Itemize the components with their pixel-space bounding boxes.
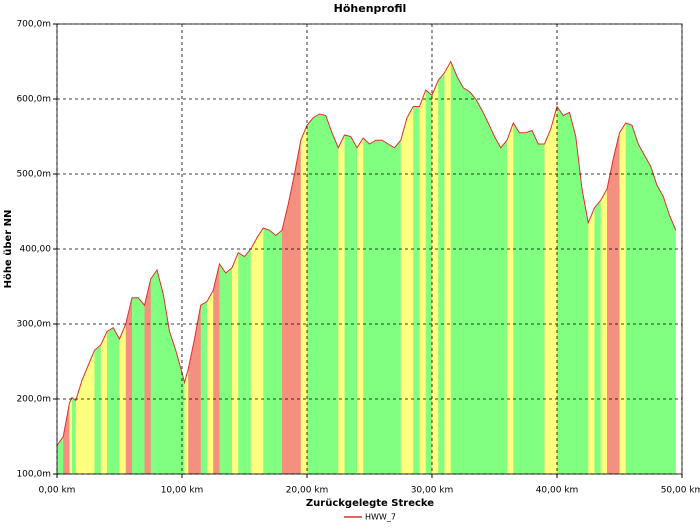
y-tick-label: 700,0m bbox=[16, 20, 51, 30]
y-tick-label: 500,0m bbox=[16, 170, 51, 180]
gradient-band bbox=[625, 61, 633, 474]
gradient-band bbox=[350, 61, 358, 474]
gradient-band bbox=[344, 61, 352, 474]
y-tick-label: 400,00 bbox=[20, 245, 52, 255]
gradient-band bbox=[619, 61, 627, 474]
gradient-band bbox=[544, 61, 552, 474]
y-tick-label: 600,0m bbox=[16, 95, 51, 105]
x-axis-label: Zurückgelegte Strecke bbox=[306, 498, 434, 509]
gradient-band bbox=[294, 61, 302, 474]
gradient-band bbox=[475, 61, 483, 474]
gradient-band bbox=[300, 61, 308, 474]
gradient-band bbox=[407, 61, 414, 474]
gradient-band bbox=[469, 61, 477, 474]
gradient-band bbox=[669, 61, 676, 474]
plot-border bbox=[56, 23, 683, 475]
x-tick-label: 30,00 km bbox=[411, 486, 454, 496]
gradient-band bbox=[482, 61, 489, 474]
gradient-band bbox=[244, 61, 252, 474]
gradient-band bbox=[557, 61, 564, 474]
gradient-band bbox=[632, 61, 639, 474]
gradient-band bbox=[394, 61, 402, 474]
gradient-band bbox=[375, 61, 383, 474]
gradient-band bbox=[663, 61, 670, 474]
x-tick-label: 50,00 km bbox=[661, 486, 700, 496]
gradient-band bbox=[463, 61, 470, 474]
gradient-band bbox=[288, 61, 295, 474]
gradient-band bbox=[382, 61, 389, 474]
gradient-band bbox=[413, 61, 420, 474]
y-axis-label: Höhe über NN bbox=[3, 210, 14, 289]
gradient-band bbox=[507, 61, 514, 474]
x-tick-label: 10,00 km bbox=[161, 486, 204, 496]
gradient-band bbox=[232, 61, 239, 474]
legend-label: HWW_7 bbox=[365, 513, 396, 522]
gradient-band bbox=[388, 61, 395, 474]
gradient-band bbox=[444, 61, 452, 474]
gradient-band bbox=[363, 61, 370, 474]
gradient-band bbox=[313, 61, 320, 474]
gradient-band bbox=[500, 61, 508, 474]
y-tick-label: 300,0m bbox=[16, 320, 51, 330]
x-tick-label: 20,00 km bbox=[286, 486, 329, 496]
gradient-band bbox=[519, 61, 527, 474]
gradient-band bbox=[400, 61, 408, 474]
gradient-band bbox=[644, 61, 652, 474]
gradient-band bbox=[369, 61, 377, 474]
gradient-band bbox=[332, 61, 339, 474]
gradient-band bbox=[263, 61, 270, 474]
x-tick-label: 40,00 km bbox=[536, 486, 579, 496]
gradient-band bbox=[532, 61, 539, 474]
gradient-band bbox=[338, 61, 345, 474]
gradient-band bbox=[275, 61, 283, 474]
gradient-band bbox=[582, 61, 589, 474]
gradient-band bbox=[525, 61, 533, 474]
gradient-band bbox=[607, 61, 614, 474]
gradient-band bbox=[419, 61, 427, 474]
gradient-band bbox=[488, 61, 495, 474]
y-tick-label: 200,0m bbox=[16, 395, 51, 405]
gradient-band bbox=[438, 61, 445, 474]
gradient-band bbox=[563, 61, 570, 474]
gradient-band bbox=[650, 61, 658, 474]
gradient-band bbox=[325, 61, 333, 474]
gradient-band bbox=[238, 61, 245, 474]
gradient-band bbox=[269, 61, 277, 474]
gradient-band bbox=[594, 61, 602, 474]
gradient-band bbox=[432, 61, 439, 474]
gradient-band bbox=[425, 61, 433, 474]
gradient-band bbox=[513, 61, 520, 474]
x-tick-label: 0,00 km bbox=[39, 486, 76, 496]
gradient-band bbox=[600, 61, 608, 474]
gradient-band bbox=[319, 61, 327, 474]
elevation-line bbox=[56, 60, 677, 446]
gradient-band bbox=[494, 61, 502, 474]
gradient-band bbox=[450, 61, 458, 474]
gradient-band bbox=[588, 61, 595, 474]
gradient-band bbox=[657, 61, 664, 474]
gradient-band bbox=[357, 61, 364, 474]
gradient-band bbox=[569, 61, 577, 474]
y-tick-label: 100,0m bbox=[16, 470, 51, 480]
gradient-band bbox=[257, 61, 264, 474]
gradient-band bbox=[550, 61, 558, 474]
gradient-band bbox=[538, 61, 545, 474]
gradient-band bbox=[638, 61, 645, 474]
gradient-band bbox=[457, 61, 464, 474]
gradient-band bbox=[250, 61, 258, 474]
chart-title: Höhenprofil bbox=[334, 2, 407, 15]
gradient-band bbox=[613, 61, 620, 474]
gradient-band bbox=[575, 61, 583, 474]
gradient-band bbox=[307, 61, 314, 474]
gradient-band bbox=[282, 61, 289, 474]
